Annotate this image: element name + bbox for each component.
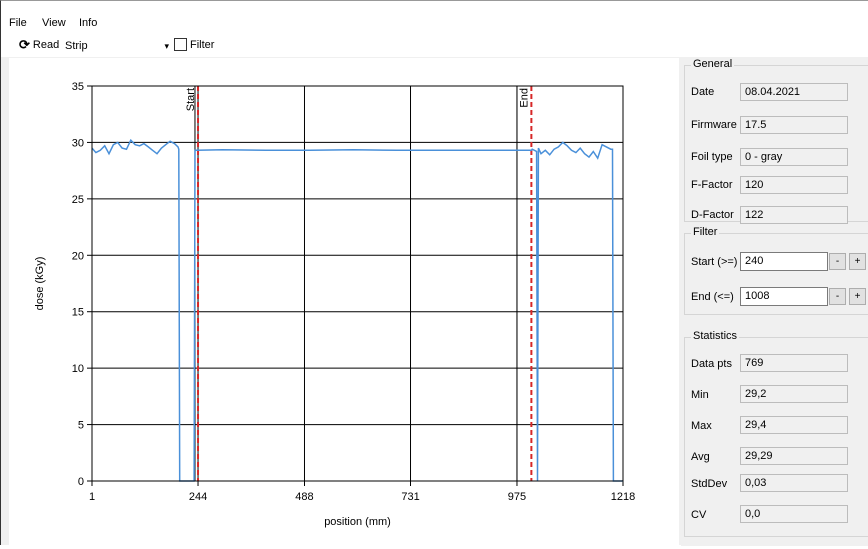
read-label: Read: [32, 39, 60, 51]
general-group: General Date 08.04.2021 Firmware 17.5 Fo…: [684, 58, 868, 224]
date-label: Date: [691, 86, 715, 98]
side-panel: General Date 08.04.2021 Firmware 17.5 Fo…: [681, 58, 868, 546]
max-field: 29,4: [740, 416, 848, 434]
foil-type-field: 0 - gray: [740, 148, 848, 166]
avg-label: Avg: [691, 451, 710, 463]
menu-file[interactable]: File: [9, 17, 27, 29]
date-field: 08.04.2021: [740, 83, 848, 101]
dose-series-line: [91, 138, 623, 482]
filter-title: Filter: [691, 226, 720, 238]
data-pts-label: Data pts: [691, 358, 732, 370]
x-tick-label: 1218: [611, 491, 635, 503]
x-tick-label: 1: [89, 491, 95, 503]
chart-panel: 0 5 10 15 20 25 30 35 1 244 488 731 975 1218 Start En…: [9, 58, 679, 546]
y-tick-label: 25: [72, 194, 84, 206]
general-title: General: [691, 58, 735, 70]
stddev-label: StdDev: [691, 478, 728, 490]
d-factor-field: 122: [740, 206, 848, 224]
x-axis-label: position (mm): [324, 516, 391, 528]
read-button[interactable]: ⟳ Read: [19, 37, 60, 52]
data-pts-field: 769: [740, 354, 848, 372]
y-tick-label: 30: [72, 137, 84, 149]
menu-bar: File View Info: [1, 1, 868, 35]
end-minus-button[interactable]: -: [829, 288, 846, 305]
x-tick-label: 731: [401, 491, 419, 503]
refresh-icon: ⟳: [19, 37, 30, 52]
dose-chart: 0 5 10 15 20 25 30 35 1 244 488 731 975 1218 Start En…: [34, 81, 635, 528]
y-tick-label: 10: [72, 363, 84, 375]
statistics-group: Statistics Data pts 769 Min 29,2 Max 29,…: [684, 330, 868, 537]
dropdown-arrow-icon: ▾: [164, 41, 169, 51]
toolbar: ⟳ Read Strip ▾ Filter: [1, 35, 868, 57]
avg-field: 29,29: [740, 447, 848, 465]
foil-type-label: Foil type: [691, 151, 733, 163]
stddev-field: 0,03: [740, 474, 848, 492]
marker-label-start: Start: [185, 88, 197, 111]
d-factor-label: D-Factor: [691, 209, 734, 221]
mode-select-value: Strip: [65, 40, 88, 52]
x-tick-label: 488: [295, 491, 313, 503]
menu-info[interactable]: Info: [79, 17, 98, 29]
filter-group: Filter Start (>=) 240 - + End (<=) 1008 …: [684, 226, 868, 315]
y-tick-label: 15: [72, 307, 84, 319]
start-input[interactable]: 240: [740, 252, 828, 271]
start-minus-button[interactable]: -: [829, 253, 846, 270]
cv-label: CV: [691, 509, 707, 521]
mode-select[interactable]: Strip ▾: [65, 39, 171, 53]
checkbox-box[interactable]: [174, 38, 187, 51]
y-axis-label: dose (kGy): [34, 257, 46, 311]
y-tick-label: 5: [78, 420, 84, 432]
end-input[interactable]: 1008: [740, 287, 828, 306]
menu-view[interactable]: View: [42, 17, 66, 29]
cv-field: 0,0: [740, 505, 848, 523]
firmware-label: Firmware: [691, 119, 737, 131]
filter-checkbox[interactable]: Filter: [174, 38, 214, 51]
x-tick-label: 975: [508, 491, 526, 503]
y-tick-label: 20: [72, 250, 84, 262]
start-plus-button[interactable]: +: [849, 253, 866, 270]
x-tick-label: 244: [189, 491, 207, 503]
f-factor-field: 120: [740, 176, 848, 194]
start-label: Start (>=): [691, 256, 738, 268]
min-field: 29,2: [740, 385, 848, 403]
end-label: End (<=): [691, 291, 734, 303]
y-tick-label: 35: [72, 81, 84, 93]
filter-checkbox-label: Filter: [190, 38, 215, 51]
marker-label-end: End: [518, 88, 530, 108]
min-label: Min: [691, 389, 709, 401]
y-tick-label: 0: [78, 476, 84, 488]
statistics-title: Statistics: [691, 330, 740, 342]
firmware-field: 17.5: [740, 116, 848, 134]
max-label: Max: [691, 420, 712, 432]
f-factor-label: F-Factor: [691, 179, 733, 191]
end-plus-button[interactable]: +: [849, 288, 866, 305]
